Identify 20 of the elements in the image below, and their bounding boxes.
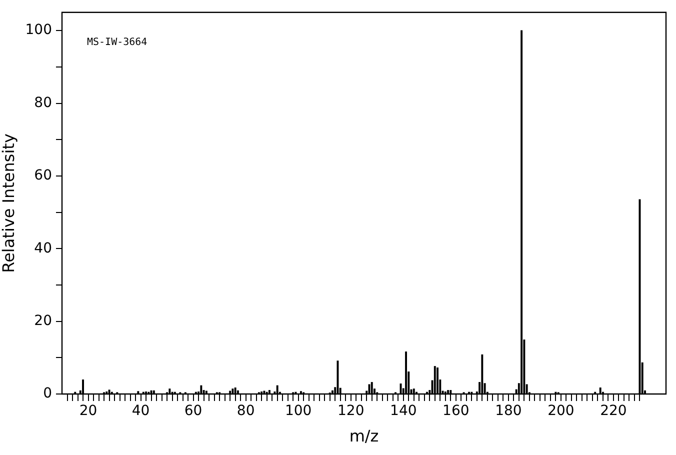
x-axis-title: m/z (349, 426, 379, 446)
x-tick-label: 200 (548, 403, 574, 420)
x-tick-label: 80 (236, 403, 255, 420)
x-tick-label: 140 (390, 403, 417, 420)
y-tick-label: 40 (34, 240, 52, 256)
y-tick-label: 80 (34, 94, 52, 111)
y-tick-label: 20 (34, 312, 52, 329)
y-axis-title: Relative Intensity (0, 134, 18, 273)
x-tick-label: 20 (79, 403, 98, 420)
x-tick-label: 180 (495, 403, 522, 420)
y-tick-label: 0 (43, 386, 52, 402)
y-tick-label: 60 (34, 168, 52, 184)
x-tick-label: 160 (442, 403, 470, 420)
x-tick-label: 60 (184, 403, 202, 420)
x-tick-label: 100 (284, 403, 312, 420)
y-tick-label: 100 (25, 22, 52, 38)
x-tick-label: 220 (600, 403, 627, 420)
x-tick-label: 40 (132, 403, 150, 420)
x-tick-label: 120 (338, 403, 364, 420)
annotation: MS-IW-3664 (87, 36, 148, 48)
